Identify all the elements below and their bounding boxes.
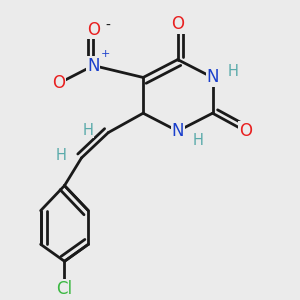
Text: N: N <box>206 68 219 86</box>
Text: +: + <box>101 49 111 59</box>
Text: O: O <box>52 74 65 92</box>
Text: H: H <box>193 133 203 148</box>
Text: O: O <box>171 15 184 33</box>
Text: N: N <box>172 122 184 140</box>
Text: O: O <box>239 122 252 140</box>
Text: O: O <box>87 21 100 39</box>
Text: Cl: Cl <box>56 280 73 298</box>
Text: N: N <box>87 56 100 74</box>
Text: H: H <box>56 148 67 163</box>
Text: H: H <box>82 123 94 138</box>
Text: -: - <box>106 19 111 33</box>
Text: H: H <box>227 64 238 79</box>
